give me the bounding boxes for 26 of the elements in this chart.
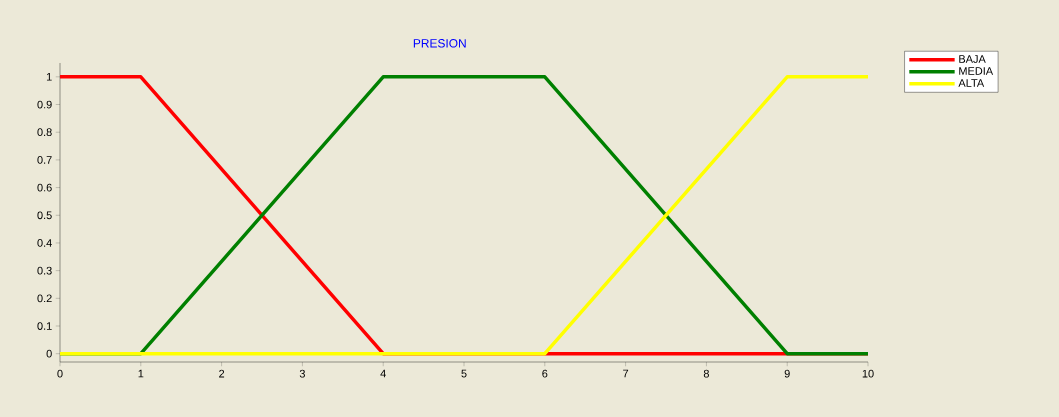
- x-tick-label: 6: [542, 369, 548, 378]
- x-tick-label: 9: [784, 369, 790, 378]
- x-tick-label: 3: [299, 369, 305, 378]
- legend-label: ALTA: [958, 79, 985, 87]
- legend-label: BAJA: [959, 55, 986, 63]
- x-tick-label: 10: [862, 369, 874, 378]
- y-tick-label: 1: [46, 73, 52, 81]
- legend-label: MEDIA: [959, 67, 994, 75]
- y-tick-label: 0.9: [37, 100, 52, 109]
- y-tick-label: 0.5: [37, 211, 52, 220]
- x-tick-label: 4: [380, 369, 386, 378]
- y-tick-label: 0.1: [37, 322, 52, 330]
- y-tick-label: 0.4: [37, 239, 52, 247]
- x-tick-label: 8: [703, 369, 709, 378]
- x-tick-label: 7: [623, 369, 629, 378]
- chart-title: PRESION: [413, 39, 466, 48]
- y-tick-label: 0.2: [37, 294, 52, 303]
- x-tick-label: 2: [219, 369, 225, 378]
- x-tick-label: 0: [57, 369, 63, 378]
- y-tick-label: 0: [46, 349, 52, 358]
- x-tick-label: 5: [461, 369, 467, 378]
- y-tick-label: 0.7: [37, 156, 52, 164]
- y-tick-label: 0.8: [37, 128, 52, 137]
- y-tick-label: 0.3: [37, 266, 52, 275]
- y-tick-label: 0.6: [37, 183, 52, 192]
- x-tick-label: 1: [138, 369, 144, 378]
